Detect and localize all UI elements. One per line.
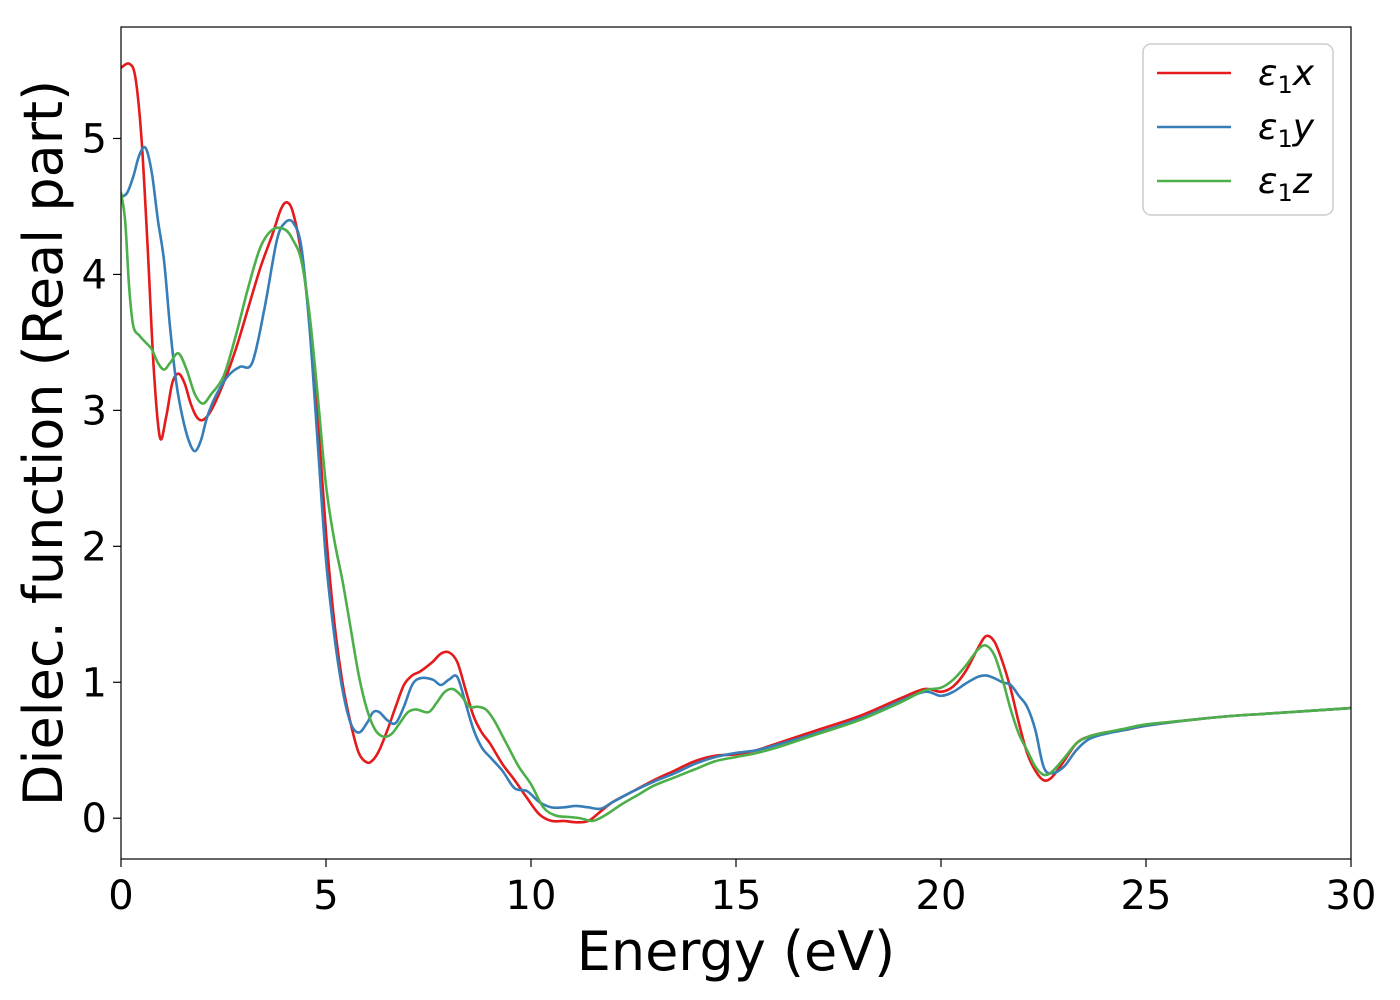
series-layer xyxy=(121,62,1351,824)
legend-box xyxy=(1142,43,1334,216)
y-axis-label: Dielec. function (Real part) xyxy=(12,80,75,806)
legend: ε1x ε1y ε1z xyxy=(1142,43,1334,216)
y-tick-label: 3 xyxy=(82,388,107,434)
legend-label-z: ε1z xyxy=(1258,161,1313,207)
x-axis: 0 5 10 15 20 25 30 xyxy=(108,859,1376,919)
x-tick-label: 10 xyxy=(506,873,557,919)
x-tick-label: 25 xyxy=(1121,873,1172,919)
y-axis: 0 1 2 3 4 5 xyxy=(82,116,121,842)
x-tick-label: 20 xyxy=(916,873,967,919)
y-tick-label: 5 xyxy=(82,116,107,162)
y-tick-label: 4 xyxy=(82,252,107,298)
x-axis-label: Energy (eV) xyxy=(577,920,896,983)
series-line-y xyxy=(121,145,1351,811)
legend-label-y: ε1y xyxy=(1258,107,1315,153)
x-tick-label: 5 xyxy=(313,873,338,919)
y-tick-label: 2 xyxy=(82,524,107,570)
legend-label-x: ε1x xyxy=(1258,53,1315,99)
x-tick-label: 30 xyxy=(1326,873,1377,919)
x-tick-label: 0 xyxy=(108,873,133,919)
x-tick-label: 15 xyxy=(711,873,762,919)
y-tick-label: 1 xyxy=(82,660,107,706)
series-line-z xyxy=(121,191,1351,823)
y-tick-label: 0 xyxy=(82,796,107,842)
